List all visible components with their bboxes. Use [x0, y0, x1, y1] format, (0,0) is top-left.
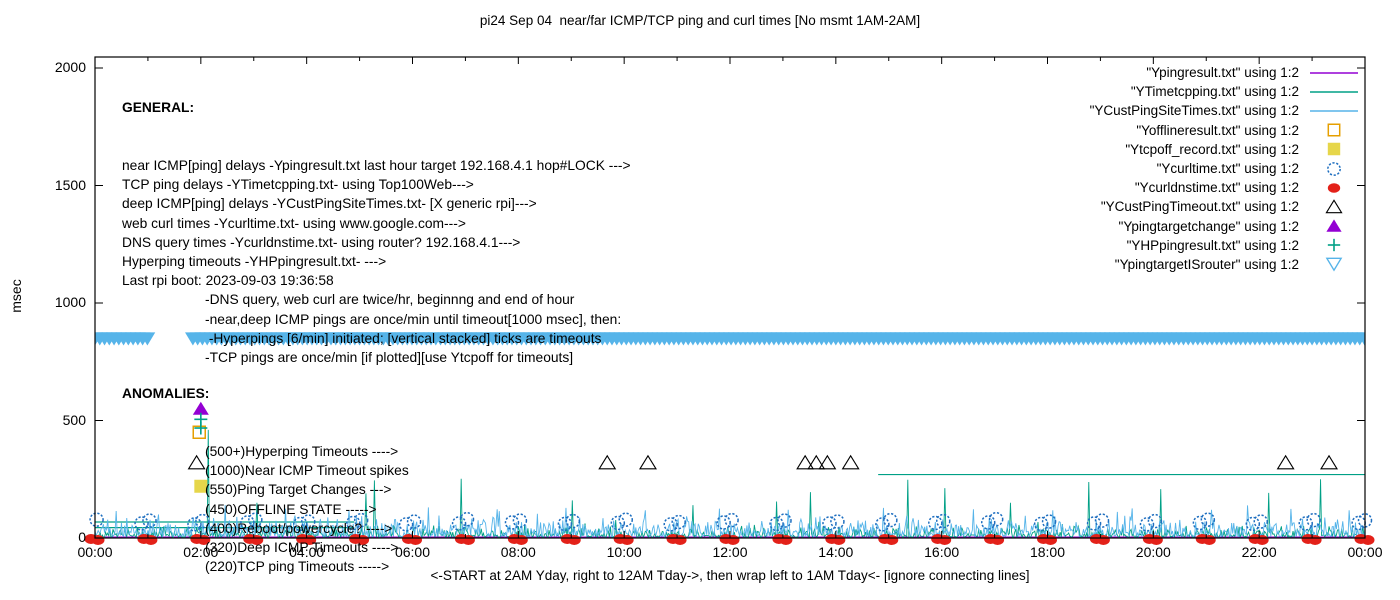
legend-label: "YHPpingresult.txt" using 1:2	[1126, 237, 1299, 253]
legend-marker-icon	[1325, 258, 1343, 273]
anomalies-annotation: ANOMALIES: (500+)Hyperping Timeouts ----…	[122, 346, 409, 576]
legend-marker-icon	[1327, 143, 1341, 156]
legend-label: "Ypingtargetchange" using 1:2	[1118, 218, 1299, 234]
x-tick-label: 12:00	[712, 544, 748, 560]
legend-label: "YTimetcpping.txt" using 1:2	[1130, 84, 1299, 100]
band-YpingtargetISrouter	[95, 332, 1365, 346]
legend-label: "Ycurldnstime.txt" using 1:2	[1134, 180, 1299, 196]
x-tick-label: 04:00	[289, 544, 325, 560]
legend-marker-icon	[1326, 219, 1342, 232]
legend-label: "YpingtargetISrouter" using 1:2	[1114, 256, 1299, 272]
y-tick-label: 2000	[54, 59, 86, 75]
points-Ycurltime.txt	[89, 511, 1373, 532]
general-line: deep ICMP[ping] delays -YCustPingSiteTim…	[122, 196, 537, 212]
general-line: Hyperping timeouts -YHPpingresult.txt- -…	[122, 254, 387, 270]
points-YHPpingresult.txt	[194, 412, 208, 435]
legend-label: "YCustPingSiteTimes.txt" using 1:2	[1089, 103, 1299, 119]
legend-item: "Ycurltime.txt" using 1:2	[1090, 159, 1362, 178]
legend-item: "YCustPingSiteTimes.txt" using 1:2	[1090, 101, 1362, 120]
legend-marker-icon	[1325, 199, 1343, 214]
points-Ypingtargetchange	[192, 401, 209, 415]
x-tick-label: 02:00	[183, 544, 219, 560]
y-tick-label: 1500	[54, 176, 86, 193]
legend-item: "Ypingtargetchange" using 1:2	[1090, 217, 1362, 236]
anomaly-line: (500+)Hyperping Timeouts ---->	[205, 444, 399, 460]
points-Ycurldnstime.txt	[84, 534, 1375, 545]
legend-marker-icon	[1327, 123, 1341, 137]
legend-item: "YTimetcpping.txt" using 1:2	[1090, 82, 1362, 101]
anomalies-title: ANOMALIES:	[122, 386, 210, 402]
legend: "Ypingresult.txt" using 1:2 "YTimetcpping…	[1090, 63, 1362, 274]
general-line: near ICMP[ping] delays -Ypingresult.txt …	[122, 158, 631, 174]
points-Ytcpoff_record.txt	[194, 479, 208, 493]
anomaly-line: (220)TCP ping Timeouts ----->	[205, 559, 390, 575]
anomaly-line: (550)Ping Target Changes --->	[205, 482, 392, 498]
general-annotation: GENERAL: near ICMP[ping] delays -Ypingre…	[122, 60, 631, 367]
x-tick-label: 16:00	[924, 544, 960, 560]
x-tick-label: 20:00	[1135, 544, 1171, 560]
legend-item: "YCustPingTimeout.txt" using 1:2	[1090, 197, 1362, 216]
anomaly-line: (400)Reboot/powercycle? ---->	[205, 520, 393, 536]
legend-label: "Ytcpoff_record.txt" using 1:2	[1125, 141, 1299, 157]
x-tick-label: 08:00	[500, 544, 536, 560]
general-note-line: -near,deep ICMP pings are once/min until…	[205, 311, 622, 327]
legend-label: "Ypingresult.txt" using 1:2	[1146, 65, 1299, 81]
x-tick-label: 10:00	[606, 544, 642, 560]
legend-item: "YHPpingresult.txt" using 1:2	[1090, 236, 1362, 255]
y-tick-label: 0	[78, 529, 86, 545]
general-note-line: -DNS query, web curl are twice/hr, begin…	[205, 292, 575, 308]
x-tick-label: 00:00	[1347, 544, 1383, 560]
y-tick-label: 1000	[54, 294, 86, 310]
legend-marker-icon	[1310, 110, 1358, 112]
legend-marker-icon	[1327, 182, 1341, 193]
x-tick-label: 14:00	[818, 544, 854, 560]
legend-label: "Ycurltime.txt" using 1:2	[1156, 161, 1299, 177]
legend-marker-icon	[1327, 161, 1341, 176]
anomaly-line: (450)OFFLINE STATE ----->	[205, 501, 377, 517]
points-YCustPingTimeout.txt	[187, 454, 1339, 470]
x-axis-note: <-START at 2AM Yday, right to 12AM Tday-…	[430, 568, 1030, 583]
y-tick-label: 500	[62, 411, 86, 428]
general-line: Last rpi boot: 2023-09-03 19:36:58	[122, 273, 334, 289]
x-tick-label: 18:00	[1029, 544, 1066, 560]
legend-label: "Yofflineresult.txt" using 1:2	[1136, 122, 1299, 138]
general-line: DNS query times -Ycurldnstime.txt- using…	[122, 234, 521, 250]
legend-marker-icon	[1310, 91, 1358, 93]
legend-item: "Ycurldnstime.txt" using 1:2	[1090, 178, 1362, 197]
general-note-line: -Hyperpings [6/min] initiated; [vertical…	[205, 330, 602, 346]
legend-marker-icon	[1310, 71, 1358, 74]
anomaly-line: (320)Deep ICMP Timeouts ---->	[205, 540, 399, 556]
legend-item: "Yofflineresult.txt" using 1:2	[1090, 121, 1362, 140]
general-line: web curl times -Ycurltime.txt- using www…	[122, 215, 466, 231]
legend-marker-icon	[1327, 239, 1341, 252]
x-tick-label: 00:00	[77, 544, 113, 560]
x-tick-label: 06:00	[394, 544, 431, 560]
chart-title: pi24 Sep 04 near/far ICMP/TCP ping and c…	[479, 13, 921, 28]
x-tick-label: 22:00	[1241, 544, 1277, 560]
anomaly-line: (1000)Near ICMP Timeout spikes	[205, 463, 409, 479]
legend-item: "Ytcpoff_record.txt" using 1:2	[1090, 140, 1362, 159]
general-title: GENERAL:	[122, 100, 195, 116]
general-note-line: -TCP pings are once/min [if plotted][use…	[205, 350, 574, 366]
legend-item: "Ypingresult.txt" using 1:2	[1090, 63, 1362, 82]
legend-label: "YCustPingTimeout.txt" using 1:2	[1100, 199, 1299, 215]
legend-item: "YpingtargetISrouter" using 1:2	[1090, 255, 1362, 274]
general-line: TCP ping delays -YTimetcpping.txt- using…	[122, 177, 474, 193]
